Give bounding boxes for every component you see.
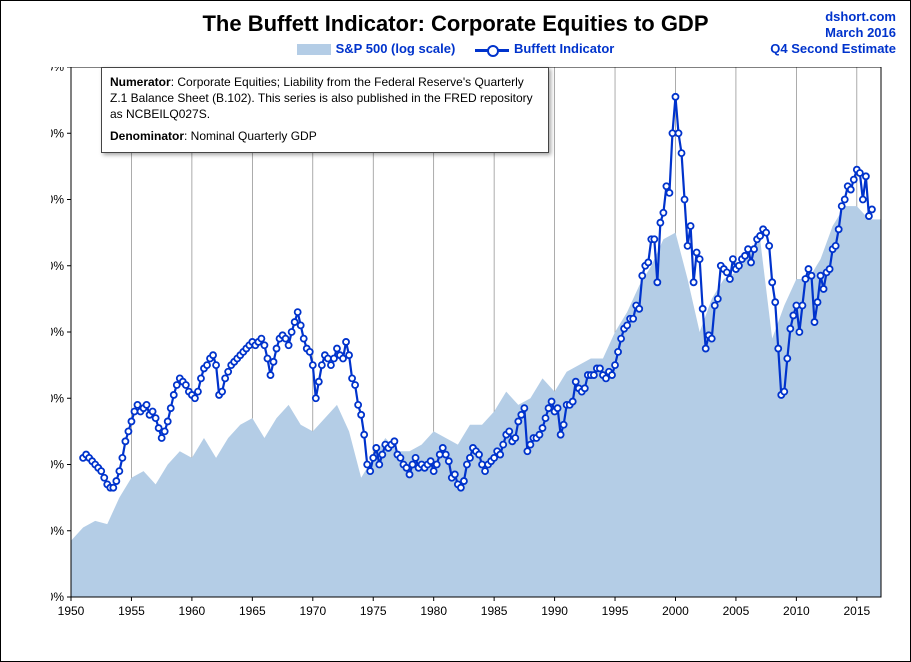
svg-text:40%: 40% — [51, 458, 64, 472]
svg-text:1980: 1980 — [420, 604, 447, 618]
chart-container: The Buffett Indicator: Corporate Equitie… — [0, 0, 911, 662]
legend-sp500-swatch — [297, 44, 331, 55]
svg-text:20%: 20% — [51, 524, 64, 538]
svg-text:1950: 1950 — [58, 604, 85, 618]
svg-text:100%: 100% — [51, 259, 64, 273]
legend-sp500-label: S&P 500 (log scale) — [336, 41, 456, 56]
attribution-date: March 2016 — [770, 25, 896, 41]
svg-text:1995: 1995 — [602, 604, 629, 618]
svg-text:120%: 120% — [51, 193, 64, 207]
legend-buffett-swatch — [475, 44, 509, 56]
svg-text:1965: 1965 — [239, 604, 266, 618]
svg-text:1955: 1955 — [118, 604, 145, 618]
svg-text:2015: 2015 — [843, 604, 870, 618]
svg-text:1975: 1975 — [360, 604, 387, 618]
svg-text:1960: 1960 — [179, 604, 206, 618]
plot-area: 0% 20% 40% 60% 80% 100% 120% 140% 160% 1950 1955 19… — [51, 67, 891, 627]
annotation-box: Numerator: Corporate Equities; Liability… — [101, 67, 549, 153]
svg-text:2000: 2000 — [662, 604, 689, 618]
svg-text:2010: 2010 — [783, 604, 810, 618]
legend-buffett-label: Buffett Indicator — [514, 41, 614, 56]
denominator-label: Denominator — [110, 129, 184, 143]
svg-text:1985: 1985 — [481, 604, 508, 618]
svg-text:140%: 140% — [51, 126, 64, 140]
denominator-text: : Nominal Quarterly GDP — [184, 129, 317, 143]
svg-text:60%: 60% — [51, 391, 64, 405]
numerator-label: Numerator — [110, 75, 171, 89]
numerator-text: : Corporate Equities; Liability from the… — [110, 75, 533, 121]
svg-text:80%: 80% — [51, 325, 64, 339]
svg-text:1990: 1990 — [541, 604, 568, 618]
legend: S&P 500 (log scale) Buffett Indicator — [1, 41, 910, 56]
svg-text:1970: 1970 — [299, 604, 326, 618]
svg-text:2005: 2005 — [723, 604, 750, 618]
svg-text:0%: 0% — [51, 590, 64, 604]
attribution-site: dshort.com — [770, 9, 896, 25]
svg-text:160%: 160% — [51, 67, 64, 74]
